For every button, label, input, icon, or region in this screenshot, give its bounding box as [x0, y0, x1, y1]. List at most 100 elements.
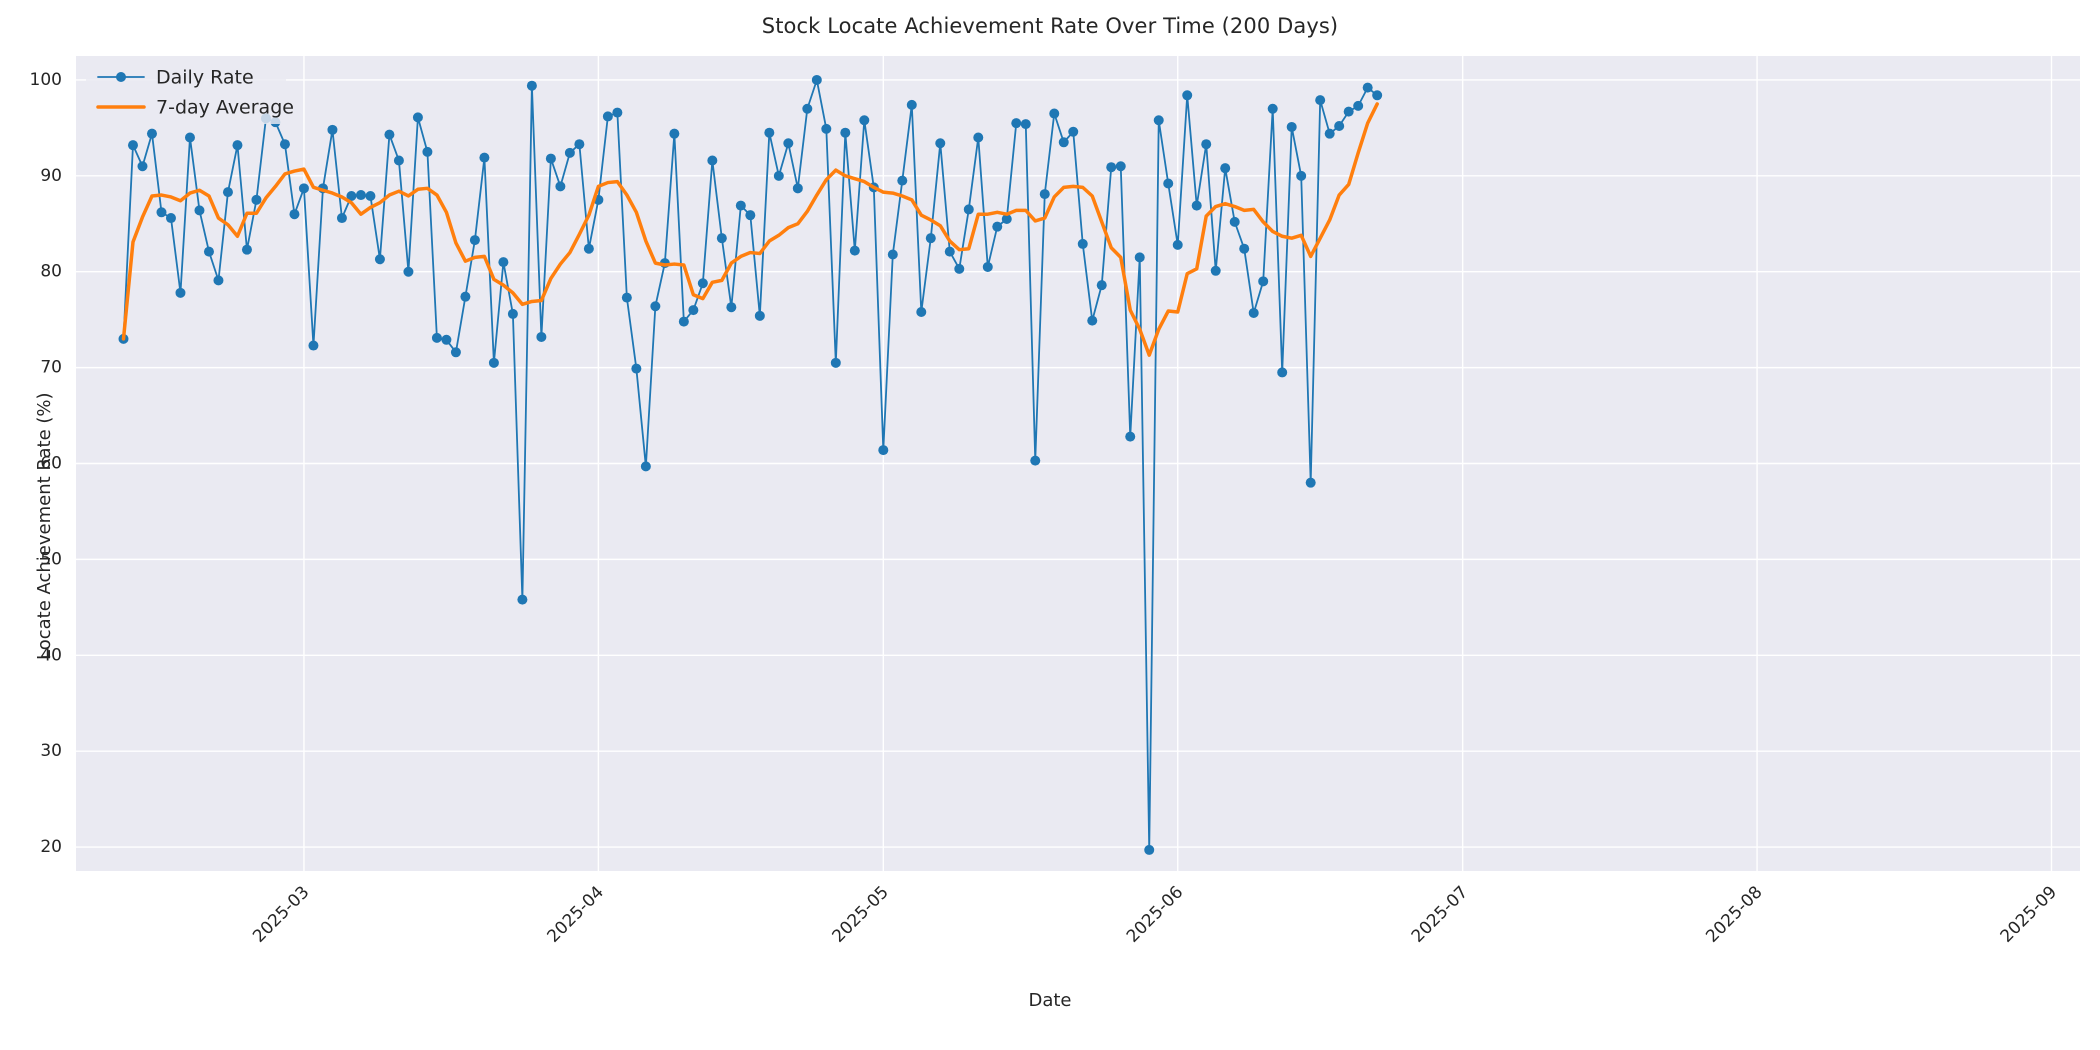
- data-point-marker: [735, 200, 746, 211]
- data-point-marker: [887, 249, 898, 260]
- data-point-marker: [1296, 170, 1307, 181]
- legend-label-2[interactable]: 7-day Average: [156, 97, 294, 119]
- data-point-marker: [156, 207, 167, 218]
- chart-title: Stock Locate Achievement Rate Over Time …: [761, 14, 1339, 38]
- legend-label-1[interactable]: Daily Rate: [156, 67, 254, 89]
- data-point-marker: [745, 210, 756, 221]
- data-point-marker: [184, 132, 195, 143]
- data-point-marker: [241, 244, 252, 255]
- data-point-marker: [897, 175, 908, 186]
- data-point-marker: [251, 194, 262, 205]
- data-point-marker: [1125, 431, 1136, 442]
- data-point-marker: [954, 263, 965, 274]
- y-tick-label: 40: [40, 645, 62, 665]
- data-point-marker: [678, 316, 689, 327]
- data-point-marker: [146, 128, 157, 139]
- data-point-marker: [1030, 455, 1041, 466]
- y-tick-label: 90: [40, 166, 62, 186]
- data-point-marker: [1182, 90, 1193, 101]
- data-point-marker: [517, 594, 528, 605]
- x-tick-label: 2025-07: [1408, 882, 1472, 946]
- data-point-marker: [1305, 477, 1316, 488]
- data-point-marker: [355, 190, 366, 201]
- data-point-marker: [412, 112, 423, 123]
- series-line-2: [121, 102, 1379, 357]
- data-point-marker: [1210, 265, 1221, 276]
- data-point-marker: [1220, 163, 1231, 174]
- data-point-marker: [925, 233, 936, 244]
- data-point-marker: [203, 246, 214, 257]
- data-point-marker: [1134, 252, 1145, 263]
- data-point-marker: [450, 347, 461, 358]
- data-point-marker: [612, 107, 623, 118]
- data-point-marker: [175, 287, 186, 298]
- data-point-marker: [1087, 315, 1098, 326]
- data-point-marker: [232, 140, 243, 151]
- data-point-marker: [1324, 128, 1335, 139]
- data-point-marker: [707, 155, 718, 166]
- x-tick-label: 2025-04: [544, 882, 608, 946]
- data-point-marker: [460, 291, 471, 302]
- data-point-marker: [821, 123, 832, 134]
- x-tick-label: 2025-05: [828, 882, 892, 946]
- x-tick-label: 2025-09: [1997, 882, 2061, 946]
- y-tick-label: 20: [40, 837, 62, 857]
- data-point-marker: [811, 74, 822, 85]
- data-point-marker: [422, 146, 433, 157]
- data-point-marker: [374, 254, 385, 265]
- y-tick-label: 30: [40, 741, 62, 761]
- chart-legend: Daily Rate 7-day Average: [86, 58, 294, 124]
- data-point-marker: [754, 310, 765, 321]
- data-point-marker: [783, 138, 794, 149]
- data-point-marker: [773, 170, 784, 181]
- data-point-marker: [574, 139, 585, 150]
- data-point-marker: [1058, 137, 1069, 148]
- data-point-marker: [498, 257, 509, 268]
- data-point-marker: [697, 278, 708, 289]
- y-tick-label: 80: [40, 262, 62, 282]
- data-point-marker: [365, 190, 376, 201]
- data-point-marker: [1163, 178, 1174, 189]
- data-point-marker: [194, 205, 205, 216]
- x-tick-label: 2025-03: [249, 882, 313, 946]
- data-point-marker: [1001, 214, 1012, 224]
- data-point-marker: [916, 307, 927, 318]
- data-point-marker: [906, 99, 917, 110]
- data-point-marker: [631, 363, 642, 374]
- data-point-marker: [346, 190, 357, 201]
- data-point-marker: [1191, 200, 1202, 211]
- data-point-marker: [1096, 280, 1107, 291]
- data-point-marker: [441, 334, 452, 345]
- data-point-marker: [536, 331, 547, 342]
- data-point-marker: [583, 243, 594, 254]
- data-point-marker: [935, 138, 946, 149]
- data-point-marker: [973, 132, 984, 143]
- data-point-marker: [1201, 139, 1212, 150]
- data-point-marker: [621, 292, 632, 303]
- data-point-marker: [507, 308, 518, 319]
- data-point-marker: [1315, 95, 1326, 106]
- data-point-marker: [545, 153, 556, 164]
- data-point-marker: [1011, 118, 1022, 129]
- data-point-marker: [393, 155, 404, 166]
- data-point-marker: [1239, 243, 1250, 254]
- data-point-marker: [555, 181, 566, 192]
- data-point-marker: [469, 235, 480, 246]
- data-point-marker: [982, 261, 993, 272]
- data-point-marker: [1248, 307, 1259, 318]
- y-axis-ticks: 20 30 40 50 60 70 80 90 100: [30, 70, 62, 857]
- data-series: [118, 74, 1383, 855]
- data-point-marker: [403, 266, 414, 277]
- y-tick-label: 60: [40, 454, 62, 474]
- data-point-marker: [764, 127, 775, 138]
- data-point-marker: [944, 246, 955, 257]
- data-point-marker: [336, 213, 347, 224]
- data-point-marker: [1334, 120, 1345, 131]
- data-point-marker: [669, 128, 680, 139]
- data-point-marker: [602, 111, 613, 122]
- data-point-marker: [327, 124, 338, 135]
- data-point-marker: [650, 301, 661, 312]
- data-point-marker: [878, 445, 889, 456]
